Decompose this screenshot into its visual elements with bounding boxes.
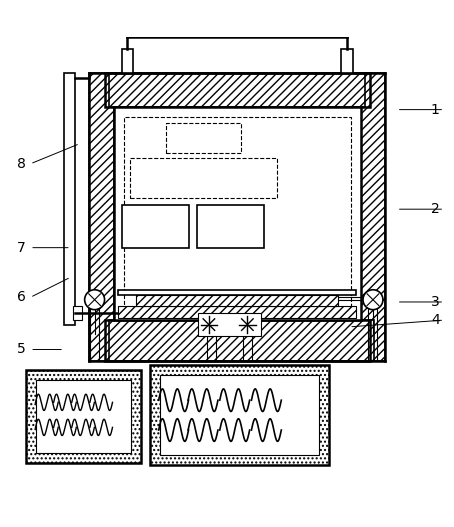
Bar: [122, 48, 133, 73]
Text: 6: 6: [17, 290, 25, 305]
Bar: [73, 307, 82, 320]
Bar: [166, 123, 241, 153]
Bar: [360, 73, 385, 361]
Text: 2: 2: [431, 202, 439, 216]
Bar: [122, 204, 189, 248]
Bar: [109, 73, 365, 108]
Circle shape: [363, 290, 383, 310]
Bar: [150, 365, 329, 465]
Bar: [64, 73, 75, 325]
Bar: [197, 204, 264, 248]
Bar: [118, 307, 356, 318]
Text: 8: 8: [17, 157, 25, 171]
Text: 5: 5: [17, 343, 25, 356]
Circle shape: [84, 290, 104, 310]
Bar: [105, 73, 370, 108]
Bar: [105, 320, 370, 361]
Bar: [130, 158, 277, 198]
Bar: [124, 118, 350, 310]
Bar: [197, 313, 261, 336]
Text: 3: 3: [431, 295, 439, 309]
Text: 4: 4: [431, 313, 439, 327]
Bar: [35, 380, 131, 453]
Bar: [118, 290, 356, 295]
Text: 7: 7: [17, 241, 25, 255]
Bar: [89, 73, 114, 361]
Bar: [341, 48, 353, 73]
Bar: [114, 108, 360, 320]
Bar: [137, 295, 338, 307]
Bar: [109, 320, 374, 361]
Bar: [25, 370, 141, 463]
Bar: [160, 375, 319, 455]
Text: 1: 1: [431, 103, 439, 116]
